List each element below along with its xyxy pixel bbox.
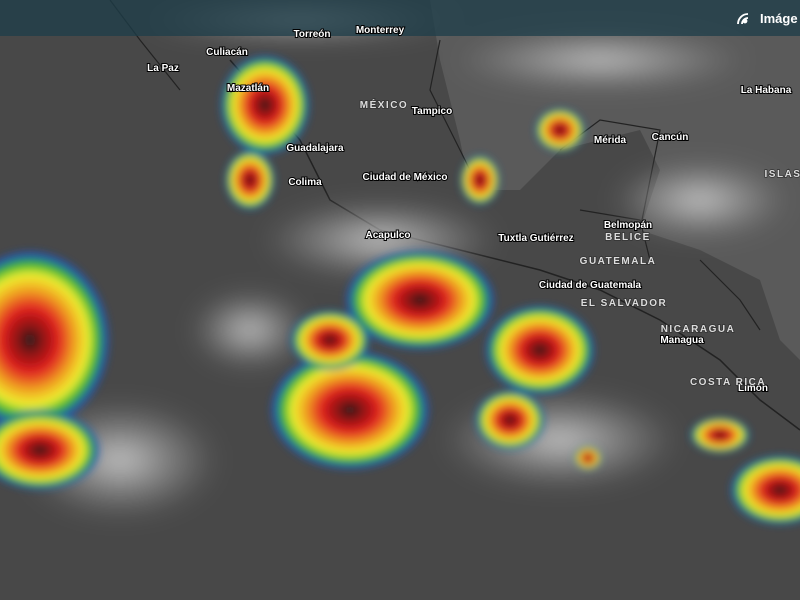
city-label: Torreón: [293, 29, 330, 40]
city-label: Cancún: [652, 132, 689, 143]
country-label: GUATEMALA: [580, 256, 657, 267]
top-bar: [0, 0, 800, 36]
city-label: Tampico: [412, 106, 452, 117]
country-label: COSTA RICA: [690, 377, 766, 388]
coastline: [229, 59, 800, 431]
land: [120, 0, 800, 360]
city-label: La Habana: [741, 85, 792, 96]
city-label: Monterrey: [356, 25, 405, 36]
storms: [0, 55, 800, 525]
country-label: ISLAS: [765, 169, 800, 180]
city-label: Mérida: [594, 135, 627, 146]
borders: [109, 0, 761, 331]
country-label: EL SALVADOR: [581, 298, 668, 309]
place-labels: Torreón Monterrey Culiacán La Paz Mazatlán Ta…: [146, 24, 800, 395]
city-label: La Paz: [147, 63, 179, 74]
city-label: Culiacán: [206, 47, 248, 58]
city-label: Colima: [288, 177, 322, 188]
city-label: Ciudad de México: [362, 172, 447, 183]
city-label: Acapulco: [365, 230, 410, 241]
city-label: Belmopán: [604, 220, 652, 231]
city-label: Guadalajara: [286, 143, 344, 154]
country-label: BELICE: [605, 232, 651, 243]
country-label: MÉXICO: [360, 98, 408, 111]
country-label: NICARAGUA: [661, 324, 736, 335]
header-label[interactable]: Imáge: [760, 11, 798, 26]
city-label: Tuxtla Gutiérrez: [498, 233, 573, 244]
city-label: Managua: [660, 335, 704, 346]
city-label: Ciudad de Guatemala: [539, 280, 642, 291]
city-label: Mazatlán: [227, 83, 269, 94]
city-label: Limón: [738, 383, 768, 394]
satellite-icon: [737, 13, 749, 25]
